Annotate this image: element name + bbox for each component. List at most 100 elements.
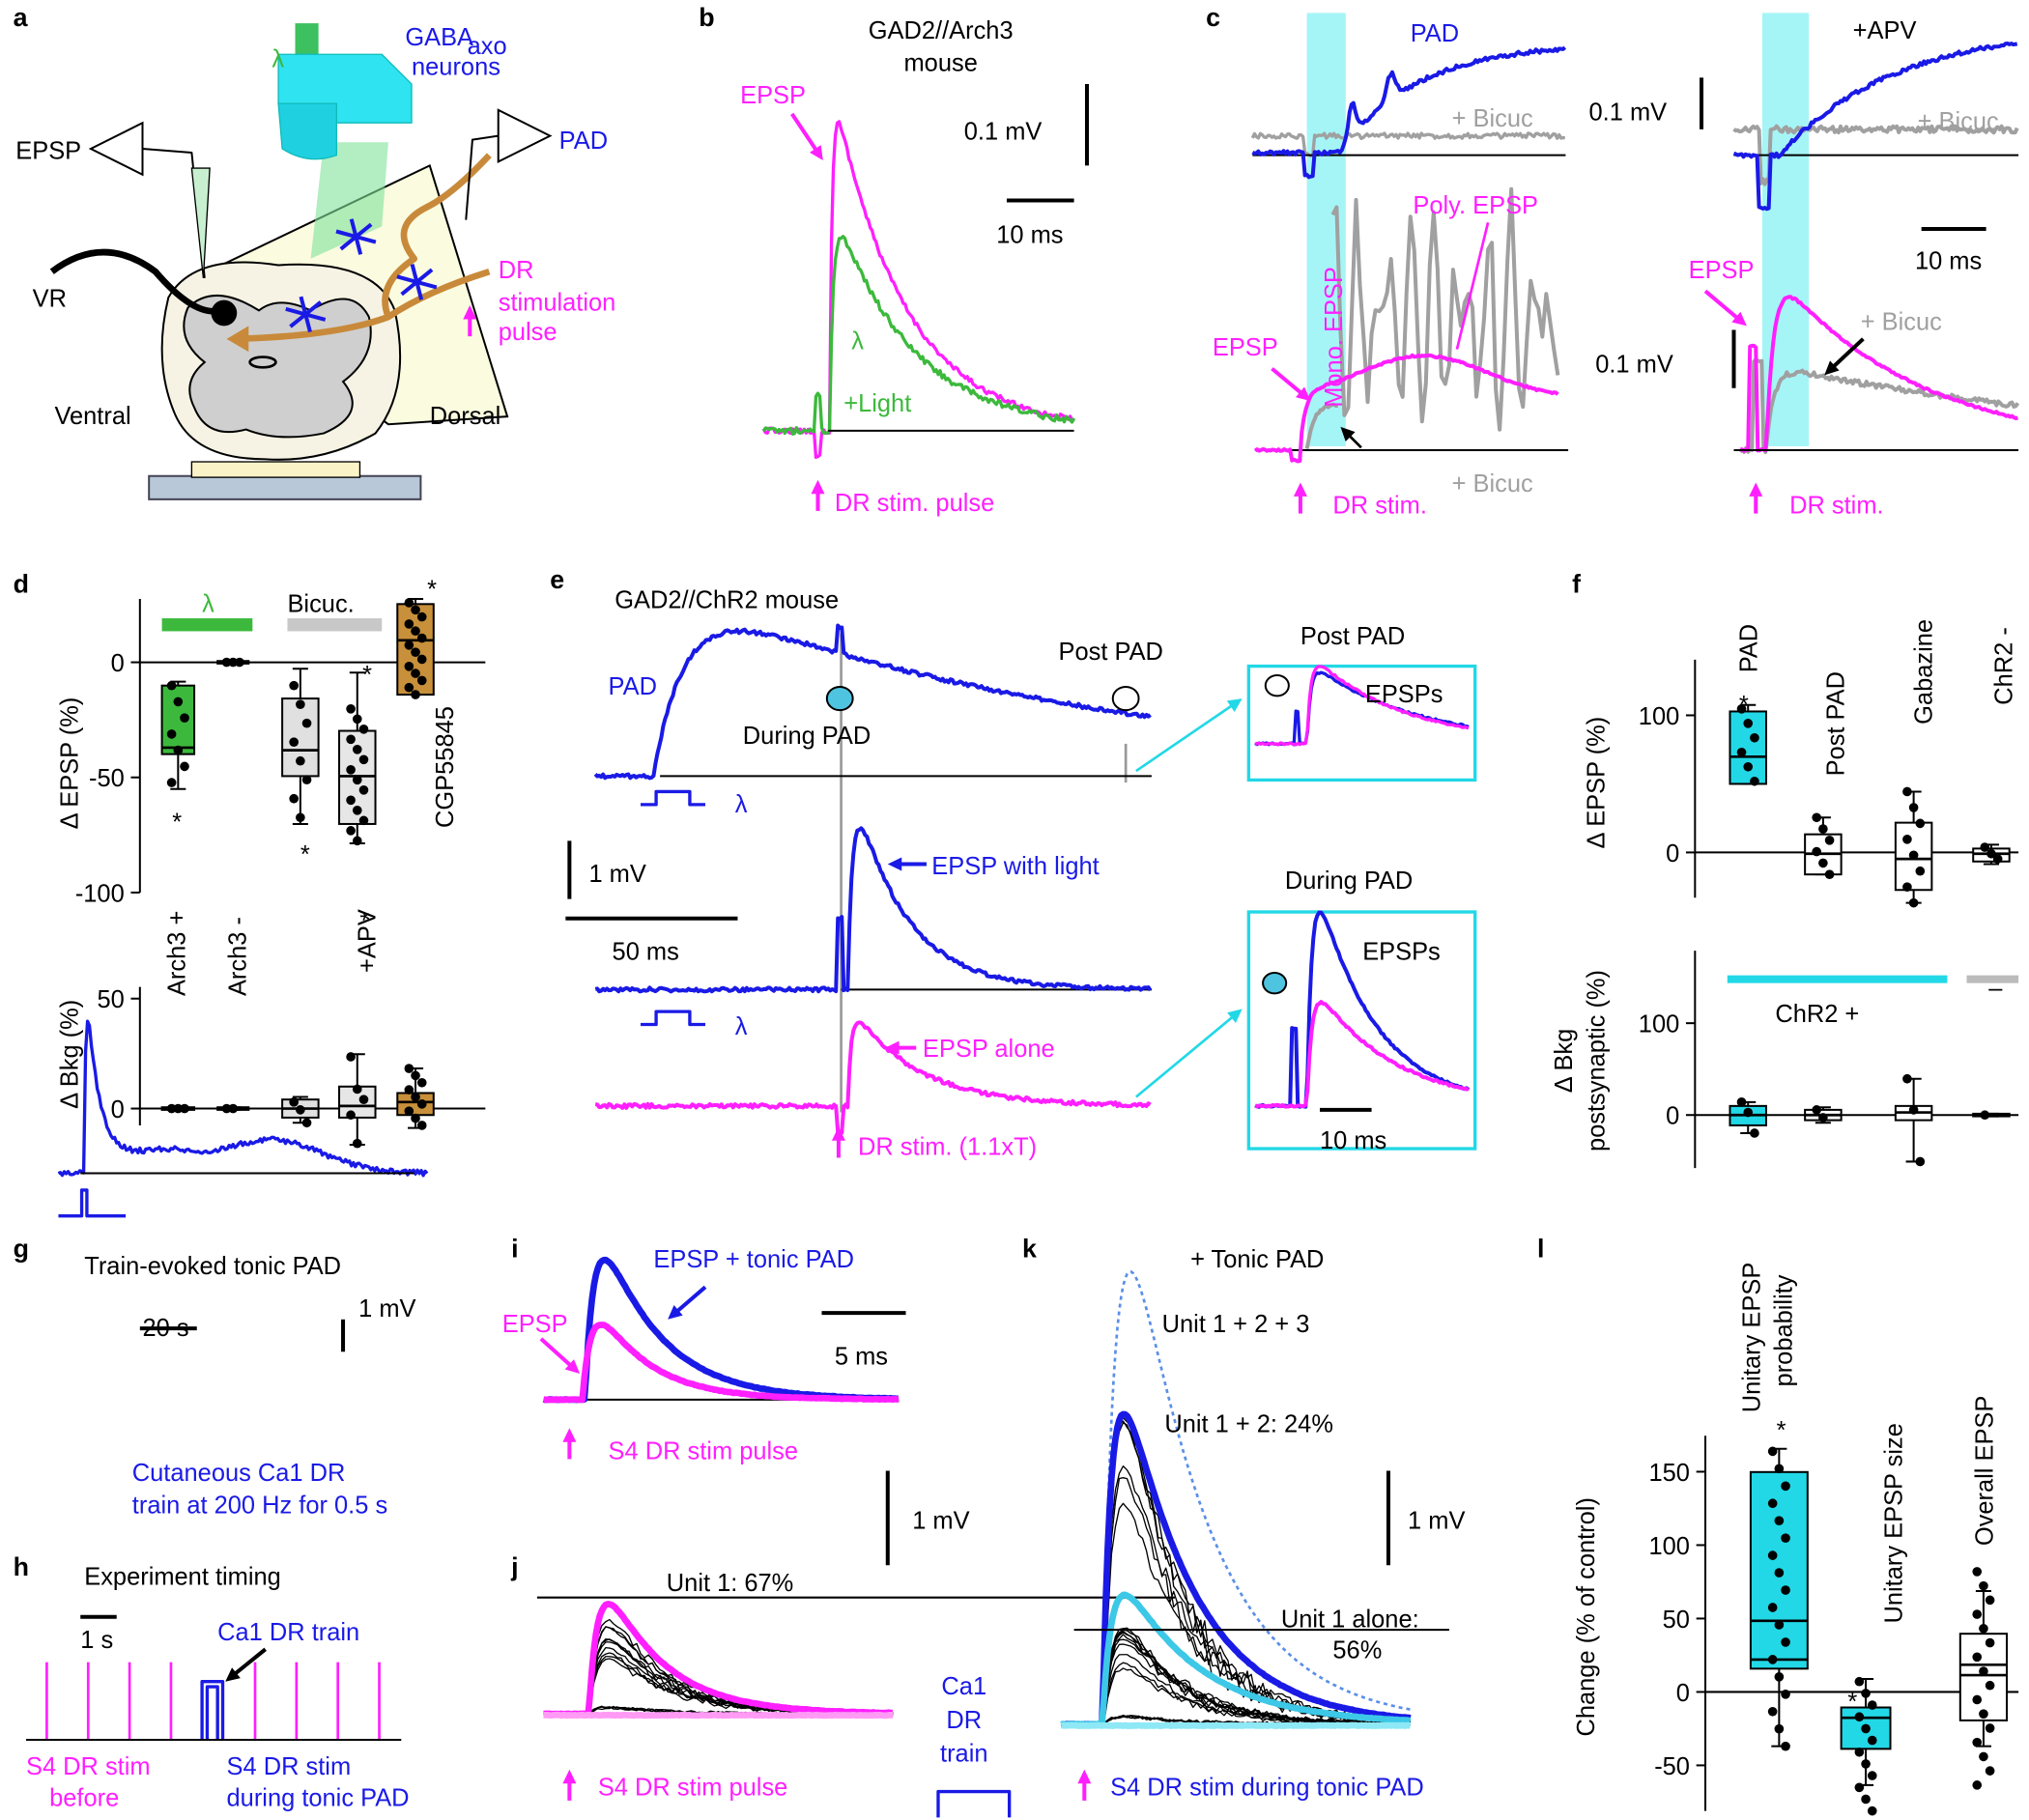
- dot: [1774, 1568, 1785, 1578]
- dot: [1867, 1771, 1877, 1780]
- text-label: During PAD: [743, 723, 871, 750]
- text-label: 0.1 mV: [964, 119, 1043, 146]
- arrow: [790, 112, 820, 155]
- box: [160, 684, 196, 755]
- text-label: stimulation: [499, 289, 616, 316]
- dot: [1750, 776, 1759, 786]
- arrow-head: [1226, 698, 1243, 713]
- text-label: 10 ms: [996, 222, 1063, 249]
- dot: [1902, 786, 1912, 797]
- stim-train: [200, 1680, 225, 1740]
- trace: [1740, 295, 2019, 453]
- panel-label: a: [14, 3, 29, 32]
- dot: [1979, 1624, 1988, 1634]
- gaba-neuron: [339, 235, 357, 251]
- inset: [1246, 910, 1477, 1151]
- text-label: VR: [33, 285, 67, 312]
- trace: [761, 235, 1076, 436]
- panel-label: g: [14, 1235, 29, 1264]
- text-label: Cutaneous Ca1 DR: [132, 1460, 346, 1487]
- dot: [352, 1084, 362, 1095]
- dot: [1767, 1603, 1778, 1612]
- text-label: PAD: [559, 128, 608, 155]
- dot: [346, 1052, 356, 1062]
- text-label: 1 mV: [912, 1508, 969, 1535]
- text-label: postsynaptic (%): [1584, 970, 1611, 1152]
- trace: [542, 1601, 895, 1718]
- dot: [1824, 869, 1835, 879]
- dot: [411, 668, 420, 678]
- dot: [346, 703, 356, 714]
- text-label: 56%: [1332, 1637, 1382, 1664]
- text-label: ChR2 -: [1990, 627, 2017, 705]
- gaba-neuron: [396, 274, 417, 284]
- tick-label: -50: [1654, 1753, 1690, 1780]
- text-label: pulse: [499, 319, 557, 346]
- dot: [416, 1099, 427, 1109]
- text-label: Unit 1 + 2: 24%: [1164, 1410, 1333, 1437]
- lens-cup: [277, 102, 338, 160]
- text-label: Gabazine: [1910, 619, 1937, 725]
- dorsal-root: [386, 268, 491, 320]
- arrow: [1829, 337, 1865, 371]
- dot: [1985, 1680, 1995, 1691]
- arrow: [1135, 1013, 1237, 1098]
- text-label: S4 DR stim during tonic PAD: [1110, 1775, 1424, 1802]
- arrow-head: [564, 1359, 581, 1375]
- arrow-head: [885, 1040, 900, 1055]
- marker: [825, 686, 854, 712]
- trace: [1732, 124, 2019, 186]
- text-label: ChR2 +: [1775, 1001, 1859, 1028]
- afferent-tip: [226, 326, 249, 353]
- electrode: [497, 108, 553, 164]
- marker: [1111, 686, 1140, 712]
- tick-label: 0: [1666, 1103, 1679, 1130]
- arrow-head: [1296, 386, 1311, 402]
- trace: [594, 826, 1153, 994]
- dot: [352, 714, 362, 725]
- text-label: Δ EPSP (%): [57, 697, 84, 830]
- text-label: PAD: [1411, 20, 1459, 47]
- dot: [296, 755, 305, 766]
- text-label: Experiment timing: [84, 1563, 281, 1590]
- arrow-head: [809, 145, 823, 161]
- dot: [1979, 1709, 1988, 1720]
- arrow-head: [1749, 482, 1763, 497]
- tick-label: 50: [97, 986, 124, 1013]
- dot: [301, 775, 312, 785]
- arrow: [1135, 702, 1236, 773]
- text-label: Dorsal: [430, 403, 501, 430]
- text-label: EPSP: [15, 138, 81, 165]
- dot: [289, 737, 299, 748]
- dot: [296, 699, 305, 710]
- dot: [1774, 1620, 1785, 1630]
- dot: [1854, 1712, 1865, 1722]
- dot: [1812, 812, 1822, 823]
- text-label: +Light: [843, 390, 911, 417]
- dot: [1908, 850, 1919, 861]
- text-label: + Bicuc: [1861, 308, 1942, 335]
- trace: [1254, 1000, 1470, 1109]
- dot: [416, 675, 427, 686]
- text-label: GABA: [405, 24, 473, 51]
- dot: [173, 1103, 184, 1114]
- dot: [1818, 1113, 1828, 1123]
- text-label: Unitary EPSP size: [1881, 1423, 1908, 1623]
- arrow: [1703, 289, 1741, 322]
- dot: [352, 775, 362, 785]
- text-label: *: [300, 841, 310, 868]
- dot: [1767, 1550, 1778, 1560]
- dot: [1774, 1723, 1785, 1734]
- trace: [1251, 45, 1567, 180]
- text-label: neurons: [412, 54, 500, 81]
- trace: [594, 1020, 1152, 1136]
- dot: [1781, 1689, 1790, 1699]
- dot: [166, 680, 177, 691]
- trace: [542, 1711, 895, 1720]
- text-label: Bicuc.: [287, 590, 354, 617]
- trace: [1059, 1721, 1413, 1729]
- dot: [404, 640, 414, 650]
- dot: [1986, 848, 1996, 859]
- text-label: Unit 1 + 2 + 3: [1162, 1311, 1310, 1338]
- trace: [1059, 1410, 1413, 1728]
